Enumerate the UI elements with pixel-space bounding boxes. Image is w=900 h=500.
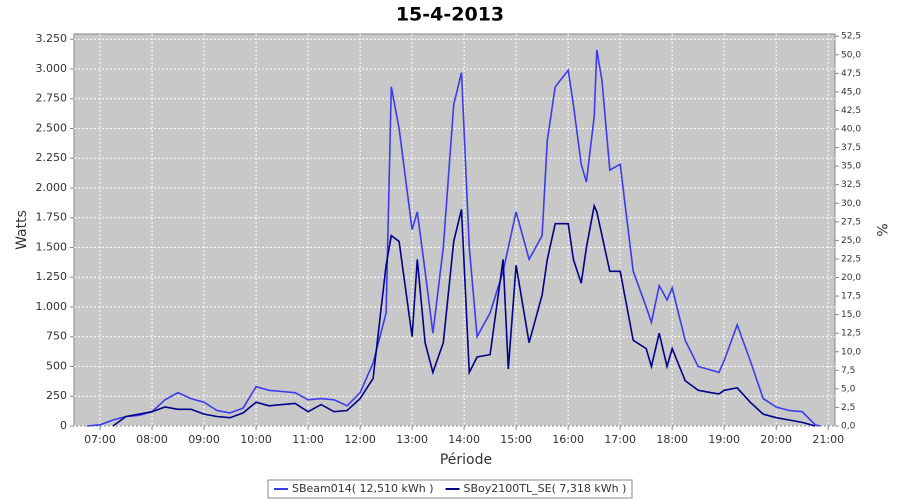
y2-tick-label: 40,0 (841, 125, 861, 135)
y2-tick-label: 22,5 (841, 254, 861, 264)
x-axis-label: Période (440, 452, 492, 468)
x-tick-label: 09:00 (188, 433, 220, 446)
x-tick-label: 18:00 (656, 433, 688, 446)
x-tick-label: 20:00 (760, 433, 792, 446)
y-tick-label: 2.750 (36, 92, 68, 105)
x-tick-label: 11:00 (292, 433, 324, 446)
y2-tick-label: 10,0 (841, 347, 861, 357)
y2-tick-label: 35,0 (841, 162, 861, 172)
legend-label: SBeam014( 12,510 kWh ) (292, 482, 434, 495)
x-tick-label: 12:00 (344, 433, 376, 446)
chart-title: 15-4-2013 (396, 4, 504, 26)
y-tick-label: 3.250 (36, 32, 68, 45)
y2-tick-label: 12,5 (841, 329, 861, 339)
y2-tick-label: 25,0 (841, 236, 861, 246)
y2-tick-label: 20,0 (841, 273, 861, 283)
x-tick-label: 17:00 (604, 433, 636, 446)
y2-tick-label: 2,5 (841, 403, 855, 413)
x-tick-label: 19:00 (708, 433, 740, 446)
y2-tick-label: 27,5 (841, 217, 861, 227)
y-tick-label: 2.500 (36, 121, 68, 134)
y2-tick-label: 30,0 (841, 199, 861, 209)
y2-tick-label: 45,0 (841, 87, 861, 97)
x-tick-label: 14:00 (448, 433, 480, 446)
y-tick-label: 500 (46, 359, 67, 372)
y-axis-label: Watts (14, 210, 30, 250)
y-tick-label: 1.250 (36, 270, 68, 283)
y2-tick-label: 7,5 (841, 366, 855, 376)
y2-axis-label: % (873, 223, 889, 236)
series-line (112, 203, 816, 427)
series-line (86, 49, 821, 427)
y-tick-label: 1.750 (36, 211, 68, 224)
y-tick-label: 2.000 (36, 181, 68, 194)
y2-tick-label: 15,0 (841, 310, 861, 320)
x-tick-label: 15:00 (500, 433, 532, 446)
y2-tick-label: 0,0 (841, 422, 856, 432)
y2-tick-label: 50,0 (841, 50, 861, 60)
y2-tick-label: 32,5 (841, 180, 861, 190)
x-tick-label: 08:00 (136, 433, 168, 446)
y-tick-label: 1.500 (36, 240, 68, 253)
x-tick-label: 13:00 (396, 433, 428, 446)
y-tick-label: 250 (46, 389, 67, 402)
y2-tick-label: 52,5 (841, 32, 861, 42)
y-tick-label: 0 (60, 419, 67, 432)
y-tick-label: 1.000 (36, 300, 68, 313)
y2-tick-label: 5,0 (841, 384, 856, 394)
y2-tick-label: 17,5 (841, 292, 861, 302)
y-tick-label: 2.250 (36, 151, 68, 164)
x-tick-label: 16:00 (552, 433, 584, 446)
legend-label: SBoy2100TL_SE( 7,318 kWh ) (464, 482, 627, 495)
x-tick-label: 10:00 (240, 433, 272, 446)
x-tick-label: 21:00 (812, 433, 844, 446)
x-tick-label: 07:00 (84, 433, 116, 446)
y-tick-label: 3.000 (36, 62, 68, 75)
y2-tick-label: 42,5 (841, 106, 861, 116)
y2-tick-label: 47,5 (841, 69, 861, 79)
y2-tick-label: 37,5 (841, 143, 861, 153)
y-tick-label: 750 (46, 330, 67, 343)
